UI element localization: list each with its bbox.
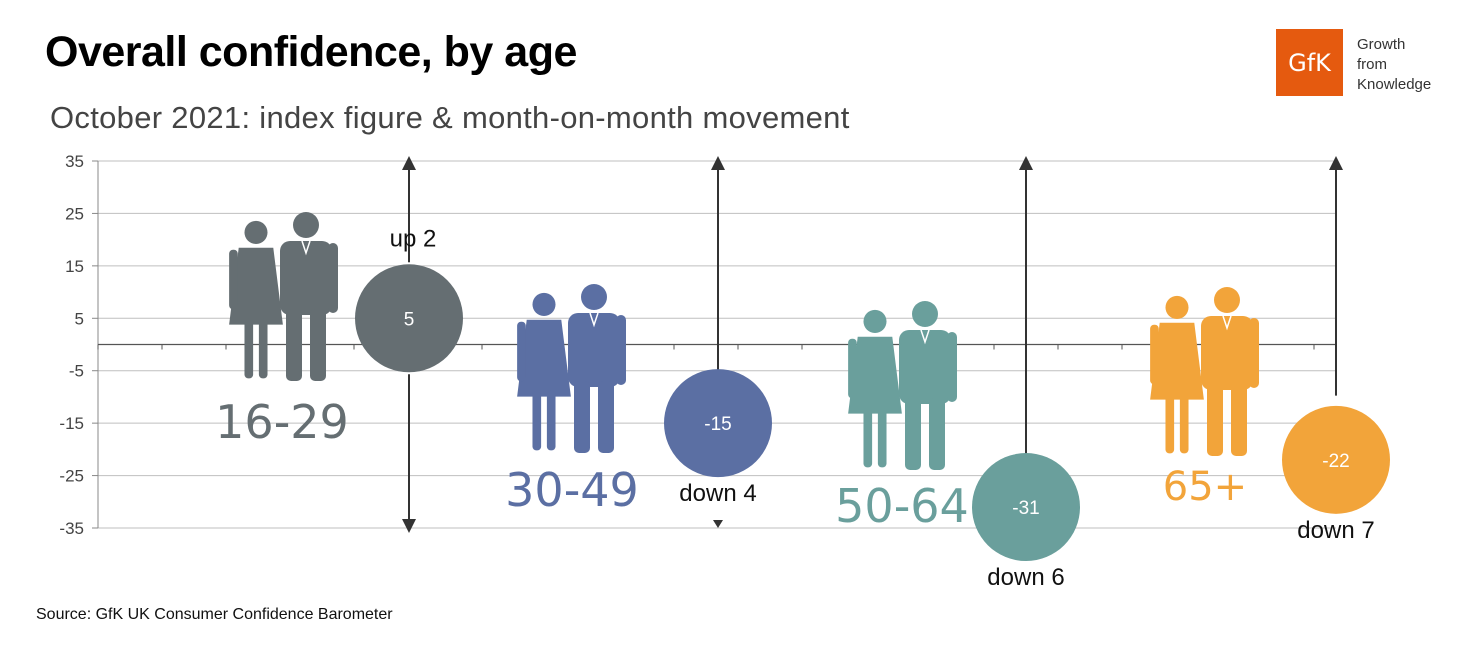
index-bubble: [664, 369, 772, 478]
age-group-label: 16-29: [215, 395, 349, 449]
source-note: Source: GfK UK Consumer Confidence Barom…: [36, 606, 393, 623]
index-bubble: [355, 264, 463, 373]
person-leg: [310, 309, 326, 381]
person-body: [229, 247, 283, 325]
person-leg: [877, 407, 887, 468]
age-group-label: 50-64: [835, 479, 969, 533]
age-group-16-29: 16-29 5 up 2: [215, 156, 463, 533]
person-head: [1214, 287, 1240, 313]
person-head: [532, 292, 556, 316]
person-arm: [1249, 318, 1259, 388]
person-arm: [328, 243, 338, 313]
logo-line: Growth: [1357, 36, 1406, 53]
person-head: [912, 301, 938, 327]
page-title: Overall confidence, by age: [45, 28, 577, 76]
y-tick-label: -15: [59, 414, 84, 433]
person-leg: [286, 309, 302, 381]
person-leg: [546, 390, 556, 451]
movement-label: up 2: [390, 225, 437, 252]
y-tick-label: 35: [65, 152, 84, 171]
person-leg: [905, 398, 921, 470]
gfk-logo: GfK Growth from Knowledge: [1276, 29, 1469, 99]
person-body: [517, 319, 571, 397]
age-group-label: 30-49: [505, 463, 639, 517]
person-head: [293, 212, 319, 238]
person-leg: [258, 318, 268, 379]
person-arm: [848, 338, 857, 399]
person-head: [244, 220, 268, 244]
index-value-label: 5: [404, 309, 415, 330]
index-value-label: -31: [1012, 498, 1039, 519]
person-arm: [1150, 324, 1159, 385]
index-value-label: -15: [704, 414, 731, 435]
collar-detail: [589, 312, 599, 328]
logo-line: Knowledge: [1357, 76, 1432, 93]
collar-detail: [920, 329, 930, 345]
y-tick-label: -25: [59, 467, 84, 486]
person-body: [1201, 316, 1253, 390]
age-group-65plus: 65+ -22 down 7: [1150, 156, 1390, 544]
person-head: [1165, 295, 1189, 319]
age-group-50-64: 50-64 -31 down 6: [835, 156, 1080, 591]
person-head: [581, 284, 607, 310]
person-leg: [1179, 393, 1189, 454]
index-value-label: -22: [1322, 451, 1349, 472]
collar-detail: [1222, 315, 1232, 331]
person-arm: [517, 321, 526, 382]
person-leg: [1165, 393, 1175, 454]
person-arm: [229, 249, 238, 310]
person-leg: [1231, 384, 1247, 456]
person-arm: [947, 332, 957, 402]
movement-label: down 7: [1297, 517, 1374, 544]
movement-label: down 4: [679, 480, 756, 507]
y-tick-label: 25: [65, 204, 84, 223]
person-leg: [532, 390, 542, 451]
person-leg: [929, 398, 945, 470]
age-group-label: 65+: [1163, 464, 1247, 510]
person-body: [280, 241, 332, 315]
y-tick-label: -35: [59, 519, 84, 538]
person-leg: [598, 381, 614, 453]
logo-line: from: [1357, 56, 1387, 73]
y-tick-label: -5: [69, 362, 84, 381]
y-tick-label: 15: [65, 257, 84, 276]
person-body: [848, 336, 902, 414]
person-leg: [574, 381, 590, 453]
y-tick-label: 5: [75, 309, 84, 328]
age-group-30-49: 30-49 -15 down 4: [505, 156, 772, 528]
person-leg: [244, 318, 254, 379]
index-bubble: [972, 453, 1080, 562]
movement-label: down 6: [987, 564, 1064, 591]
person-body: [899, 330, 951, 404]
person-leg: [863, 407, 873, 468]
chart-subtitle: October 2021: index figure & month-on-mo…: [50, 100, 850, 135]
person-head: [863, 309, 887, 333]
collar-detail: [301, 240, 311, 256]
person-arm: [616, 315, 626, 385]
person-leg: [1207, 384, 1223, 456]
movement-arrow-tip: [713, 520, 723, 528]
person-body: [1150, 322, 1204, 400]
person-body: [568, 313, 620, 387]
index-bubble: [1282, 405, 1390, 514]
logo-tagline: Growth from Knowledge: [1357, 35, 1431, 95]
logo-mark: GfK: [1276, 29, 1343, 96]
